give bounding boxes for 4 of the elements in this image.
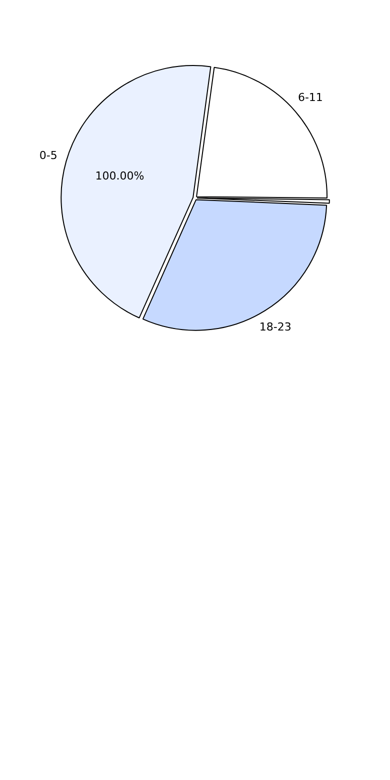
slice-label: 0-5	[39, 149, 58, 162]
slice-label: 18-23	[259, 320, 292, 334]
slice-label: 6-11	[298, 91, 323, 104]
text: 100.00%	[95, 169, 144, 182]
